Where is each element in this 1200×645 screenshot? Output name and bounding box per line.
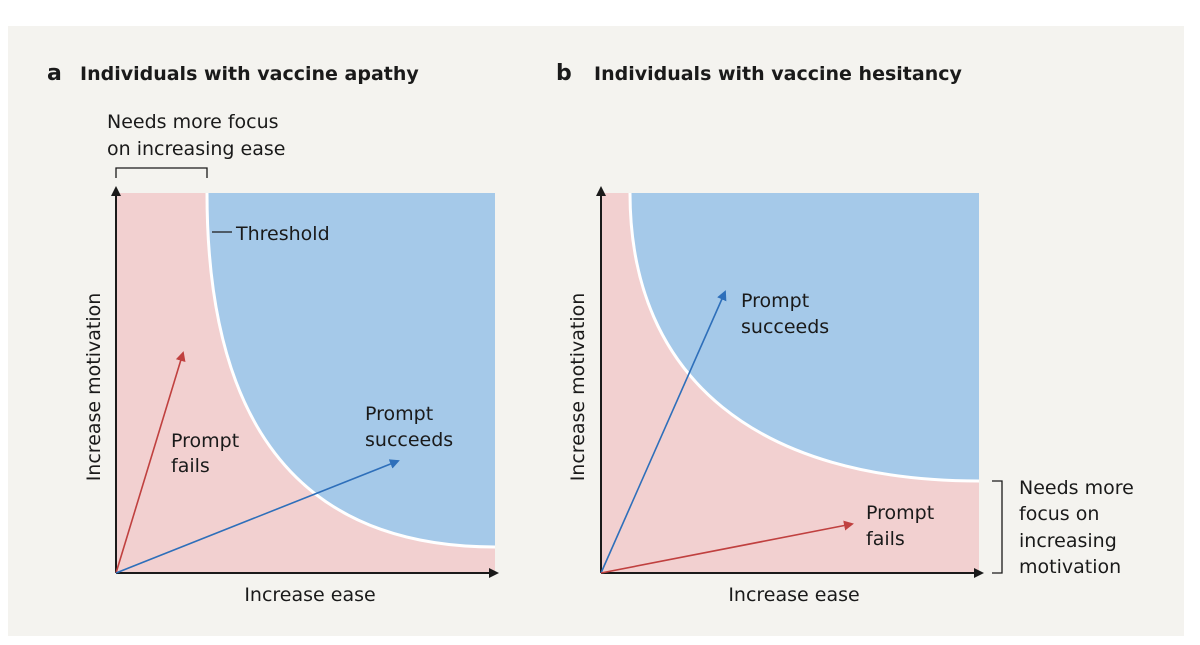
panel-b-success-label-line1: Prompt: [741, 290, 809, 312]
panel-b-focus-note-line3: increasing: [1019, 530, 1117, 552]
panel-a-title: Individuals with vaccine apathy: [80, 63, 419, 85]
panel-b-y-axis-label: Increase motivation: [567, 293, 589, 482]
panel-a-fail-label-line1: Prompt: [171, 430, 239, 452]
panel-a-threshold-curve: [205, 192, 496, 549]
panel-b-focus-note-line4: motivation: [1019, 556, 1121, 578]
panel-a-letter: a: [47, 61, 62, 86]
figure-panel: a Individuals with vaccine apathy Needs …: [8, 26, 1184, 636]
panel-b: b Individuals with vaccine hesitancy Inc…: [556, 61, 1134, 606]
panel-b-x-axis-label: Increase ease: [728, 584, 859, 606]
panel-b-focus-bracket: [992, 480, 1003, 574]
panel-b-success-region: [630, 193, 979, 481]
panel-a-focus-note-line1: Needs more focus: [107, 111, 279, 133]
panel-a-success-arrow: [115, 459, 400, 574]
panel-b-fail-label-line1: Prompt: [866, 502, 934, 524]
panel-b-fail-label-line2: fails: [866, 528, 905, 550]
panel-b-threshold-curve: [628, 192, 980, 483]
panel-a: a Individuals with vaccine apathy Needs …: [47, 61, 499, 606]
panel-a-success-region: [207, 193, 495, 547]
panel-a-x-axis-label: Increase ease: [244, 584, 375, 606]
panel-b-focus-note-line2: focus on: [1019, 503, 1099, 525]
diagram-canvas: a Individuals with vaccine apathy Needs …: [47, 61, 1134, 606]
panel-a-threshold-label: Threshold: [235, 223, 330, 245]
panel-a-y-axis-label: Increase motivation: [83, 293, 105, 482]
panel-a-success-label-line2: succeeds: [365, 429, 453, 451]
panel-a-success-label-line1: Prompt: [365, 403, 433, 425]
panel-b-fail-arrow: [600, 520, 854, 574]
panel-b-letter: b: [556, 61, 572, 86]
panel-a-fail-label-line2: fails: [171, 455, 210, 477]
panel-a-focus-bracket: [115, 167, 208, 178]
panel-b-title: Individuals with vaccine hesitancy: [594, 63, 962, 85]
panel-a-focus-note-line2: on increasing ease: [107, 138, 285, 160]
panel-a-fail-arrow: [115, 351, 186, 574]
panel-b-success-label-line2: succeeds: [741, 316, 829, 338]
panel-b-success-arrow: [600, 290, 727, 574]
panel-b-focus-note-line1: Needs more: [1019, 477, 1134, 499]
